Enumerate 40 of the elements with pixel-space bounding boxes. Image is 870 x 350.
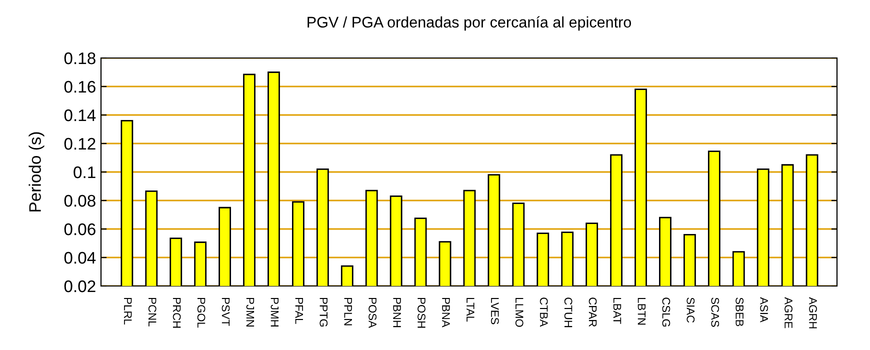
x-tick-label: PSVT (222, 298, 230, 326)
x-tick-label: AGRH (809, 297, 817, 328)
y-tick-label: 0.16 (64, 80, 96, 93)
x-tick-label: PFAL (295, 298, 303, 324)
y-tick-label: 0.06 (64, 223, 96, 236)
x-tick-label: PCNL (148, 298, 156, 326)
x-tick-label: LBAT (613, 298, 622, 324)
x-tick-label: CSLG (662, 298, 670, 327)
y-tick-label: 0.12 (64, 138, 96, 150)
x-tick-label: PJMH (270, 298, 279, 326)
x-tick-label: AGRE (784, 297, 792, 328)
x-tick-label: POSH (418, 298, 426, 328)
x-tick-label: SBEB (736, 298, 744, 326)
y-tick-label: 0.08 (64, 194, 96, 207)
x-tick-label: SIAC (686, 298, 695, 323)
x-tick-label: PLRL (124, 298, 132, 325)
x-tick-label: SCAS (711, 298, 720, 327)
chart-title: PGV / PGA ordenadas por cercanía al epicentro (308, 16, 632, 31)
x-tick-label: PBNH (393, 298, 401, 328)
y-tick-label: 0.02 (64, 280, 96, 292)
y-tick-label: 0.14 (64, 109, 96, 122)
x-tick-label: PPLN (344, 298, 352, 326)
x-tick-label: PJMN (246, 298, 254, 326)
y-tick-label: 0.04 (64, 252, 96, 264)
x-tick-label: CTUH (564, 298, 572, 328)
x-tick-label: LLMO (515, 298, 524, 327)
x-tick-label: LBTN (638, 298, 646, 325)
x-tick-label: LTAL (466, 298, 474, 322)
y-axis-title: Periodo (s) (28, 132, 44, 212)
x-tick-label: PRCH (172, 298, 181, 328)
x-tick-label: PGOL (197, 298, 206, 328)
y-tick-label: 0.18 (64, 52, 96, 64)
x-tick-label: PBNA (442, 298, 450, 328)
x-tick-label: PPTG (320, 298, 328, 327)
x-tick-label: POSA (368, 298, 376, 328)
x-tick-label: CTBA (540, 298, 548, 327)
x-tick-label: ASIA (760, 297, 768, 322)
x-tick-label: CPAR (588, 298, 597, 327)
y-tick-label: 0.1 (74, 166, 96, 178)
x-tick-label: LVES (490, 298, 499, 324)
